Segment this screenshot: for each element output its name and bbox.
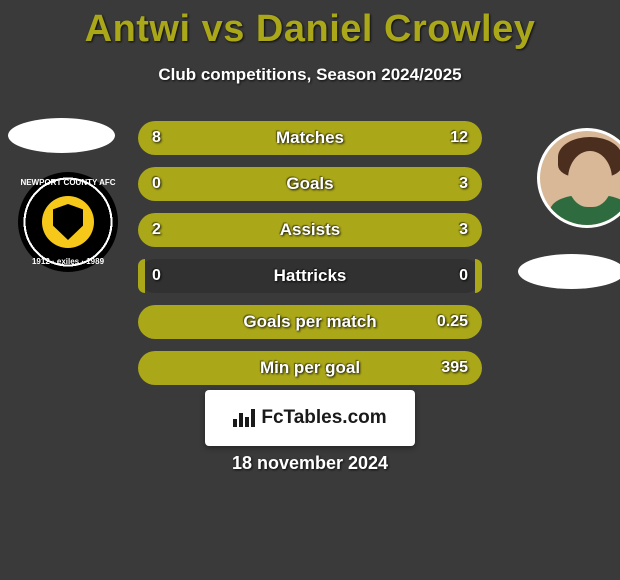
stat-value-right: 12 [450,121,468,155]
stat-row: 0Goals3 [138,167,482,201]
stats-bar-group: 8Matches120Goals32Assists30Hattricks0Goa… [138,121,482,397]
player-right-shadow-ellipse [518,254,620,289]
stat-label: Goals [138,167,482,201]
stat-label: Assists [138,213,482,247]
stat-row: Min per goal395 [138,351,482,385]
season-subtitle: Club competitions, Season 2024/2025 [0,65,620,85]
stat-row: 2Assists3 [138,213,482,247]
player-left-shadow-ellipse [8,118,115,153]
page-title: Antwi vs Daniel Crowley [0,0,620,51]
badge-text-bottom: 1912 · exiles · 1989 [18,257,118,266]
badge-inner-circle [42,196,94,248]
stat-value-right: 0 [459,259,468,293]
badge-shield-icon [53,204,83,240]
avatar-face [568,151,612,207]
branding-text: FcTables.com [261,407,386,429]
stat-label: Min per goal [138,351,482,385]
stat-label: Matches [138,121,482,155]
branding-card[interactable]: FcTables.com [205,390,415,446]
player-right-avatar [537,128,620,228]
stat-value-right: 395 [441,351,468,385]
stat-value-right: 0.25 [437,305,468,339]
stat-row: Goals per match0.25 [138,305,482,339]
date-stamp: 18 november 2024 [0,453,620,474]
stat-label: Goals per match [138,305,482,339]
stat-row: 8Matches12 [138,121,482,155]
player-left-club-badge: NEWPORT COUNTY AFC 1912 · exiles · 1989 [18,172,118,272]
stat-label: Hattricks [138,259,482,293]
stat-value-right: 3 [459,167,468,201]
stat-value-right: 3 [459,213,468,247]
stat-row: 0Hattricks0 [138,259,482,293]
branding-chart-icon [233,409,255,427]
badge-text-top: NEWPORT COUNTY AFC [18,178,118,187]
